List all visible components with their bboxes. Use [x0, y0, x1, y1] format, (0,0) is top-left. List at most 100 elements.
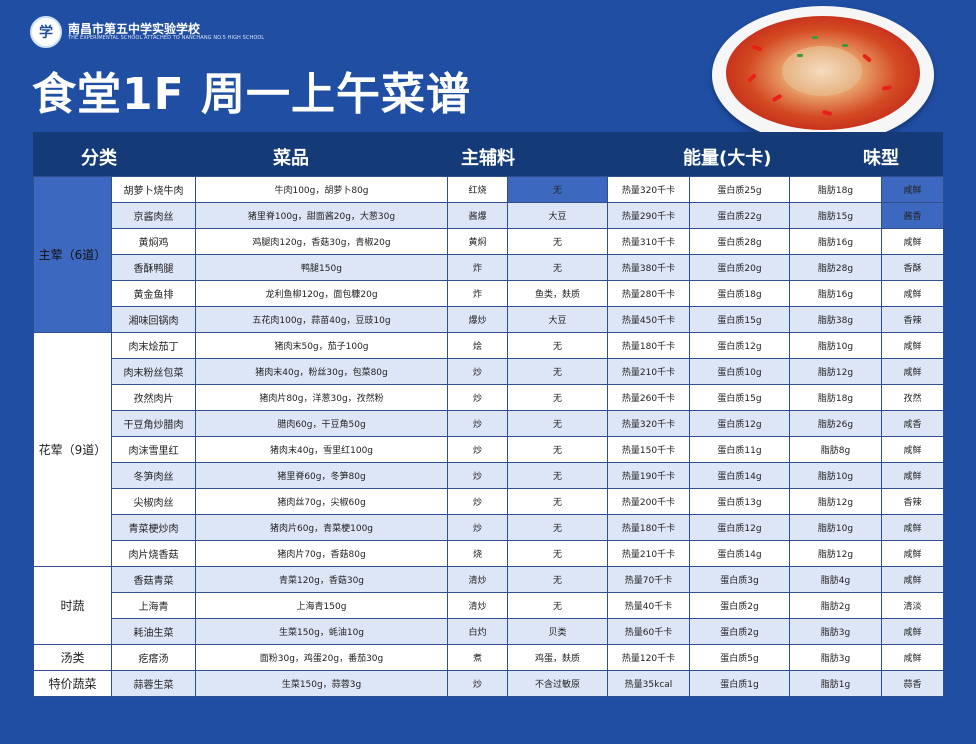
taste: 蒜香	[881, 670, 944, 697]
table-row: 肉末粉丝包菜 猪肉末40g，粉丝30g，包菜80g 炒无热量210千卡 蛋白质10g 脂…	[34, 358, 944, 385]
method: 红烧	[447, 176, 508, 203]
table-row: 主荤（6道） 胡萝卜烧牛肉 牛肉100g，胡萝卜80g 红烧无热量320千卡 蛋白质25…	[33, 176, 944, 333]
ingredients: 牛肉100g，胡萝卜80g	[195, 176, 448, 203]
energy: 热量120千卡	[607, 644, 690, 671]
table-row: 汤类 疙瘩汤 面粉30g，鸡蛋20g，番茄30g 煮鸡蛋，麸质 热量120千卡 蛋白质5g…	[33, 644, 944, 671]
method: 烧	[447, 540, 508, 567]
category-main: 主荤（6道）	[33, 176, 112, 333]
energy: 热量260千卡	[607, 384, 690, 411]
taste: 咸鲜	[881, 436, 944, 463]
allergens: 无	[507, 228, 608, 255]
ingredients: 猪肉片60g，青菜梗100g	[195, 514, 448, 541]
allergens: 无	[507, 566, 608, 593]
table-row: 青菜梗炒肉 猪肉片60g，青菜梗100g 炒无热量180千卡 蛋白质12g 脂肪10g 咸…	[34, 514, 944, 541]
ingredients: 青菜120g，香菇30g	[195, 566, 448, 593]
taste: 香酥	[881, 254, 944, 281]
allergens: 无	[507, 176, 608, 203]
table-row: 时蔬 香菇青菜 青菜120g，香菇30g 清炒无热量70千卡 蛋白质3g 脂肪4g 咸鲜	[33, 566, 944, 645]
ingredients: 腊肉60g，干豆角50g	[195, 410, 448, 437]
protein: 蛋白质2g	[689, 592, 790, 619]
energy: 热量180千卡	[607, 514, 690, 541]
school-emblem-icon: 学	[30, 16, 62, 48]
allergens: 无	[507, 462, 608, 489]
header-category: 分类	[81, 148, 117, 169]
protein: 蛋白质25g	[689, 176, 790, 203]
dish-name: 肉沫雪里红	[111, 436, 196, 463]
allergens: 无	[507, 488, 608, 515]
dish-name: 肉片烧香菇	[111, 540, 196, 567]
protein: 蛋白质15g	[689, 384, 790, 411]
energy: 热量40千卡	[607, 592, 690, 619]
allergens: 贝类	[507, 618, 608, 645]
method: 炒	[447, 384, 508, 411]
allergens: 鸡蛋，麸质	[507, 644, 608, 671]
method: 炒	[447, 358, 508, 385]
energy: 热量320千卡	[607, 410, 690, 437]
method: 白灼	[447, 618, 508, 645]
table-row: 肉片烧香菇 猪肉片70g，香菇80g 烧无热量210千卡 蛋白质14g 脂肪12g 咸鲜	[34, 540, 944, 567]
table-row: 冬笋肉丝 猪里脊60g，冬笋80g 炒无热量190千卡 蛋白质14g 脂肪10g 咸鲜	[34, 462, 944, 489]
allergens: 不含过敏原	[507, 670, 608, 697]
fat: 脂肪3g	[789, 618, 882, 645]
dish-name: 青菜梗炒肉	[111, 514, 196, 541]
ingredients: 猪肉末40g，雪里红100g	[195, 436, 448, 463]
taste: 咸鲜	[881, 540, 944, 567]
energy: 热量280千卡	[607, 280, 690, 307]
taste: 咸鲜	[881, 332, 944, 359]
page-title: 食堂1F 周一上午菜谱	[32, 69, 471, 120]
dish-name: 香酥鸭腿	[111, 254, 196, 281]
ingredients: 生菜150g，蚝油10g	[195, 618, 448, 645]
table-row: 特价蔬菜 蒜蓉生菜 生菜150g，蒜蓉3g 炒不含过敏原 热量35kcal 蛋白质1g 脂肪…	[33, 670, 944, 697]
dish-name: 疙瘩汤	[111, 644, 196, 671]
method: 炒	[447, 670, 508, 697]
method: 炒	[447, 410, 508, 437]
dish-photo	[712, 6, 934, 144]
table-row: 花荤（9道） 肉末烩茄丁 猪肉末50g，茄子100g 烩无热量180千卡 蛋白质12g 脂…	[33, 332, 944, 567]
method: 炸	[447, 280, 508, 307]
energy: 热量70千卡	[607, 566, 690, 593]
protein: 蛋白质14g	[689, 462, 790, 489]
table-row: 湘味回锅肉 五花肉100g，蒜苗40g，豆豉10g 爆炒 大豆 热量450千卡 蛋白质15…	[34, 306, 944, 333]
allergens: 无	[507, 410, 608, 437]
energy: 热量60千卡	[607, 618, 690, 645]
fat: 脂肪16g	[789, 228, 882, 255]
taste: 清淡	[881, 592, 944, 619]
taste: 香辣	[881, 306, 944, 333]
fat: 脂肪28g	[789, 254, 882, 281]
fat: 脂肪3g	[789, 644, 882, 671]
energy: 热量150千卡	[607, 436, 690, 463]
protein: 蛋白质15g	[689, 306, 790, 333]
table-row: 黄焖鸡 鸡腿肉120g，香菇30g，青椒20g 黄焖无热量310千卡 蛋白质28g 脂肪…	[34, 228, 944, 255]
energy: 热量210千卡	[607, 540, 690, 567]
table-row: 耗油生菜 生菜150g，蚝油10g 白灼 贝类 热量60千卡 蛋白质2g 脂肪3g 咸鲜	[34, 618, 944, 645]
school-name-en: THE EXPERIMENTAL SCHOOL ATTACHED TO NANC…	[68, 34, 265, 41]
protein: 蛋白质11g	[689, 436, 790, 463]
taste: 香辣	[881, 488, 944, 515]
ingredients: 猪肉末50g，茄子100g	[195, 332, 448, 359]
header-dish: 菜品	[273, 148, 309, 169]
category-soup: 汤类	[33, 644, 112, 671]
protein: 蛋白质12g	[689, 514, 790, 541]
taste: 咸鲜	[881, 228, 944, 255]
ingredients: 猪肉片70g，香菇80g	[195, 540, 448, 567]
fat: 脂肪18g	[789, 384, 882, 411]
menu-table: 分类 菜品 主辅料 能量(大卡) 味型 主荤（6道） 胡萝卜烧牛肉 牛肉100g，胡…	[33, 132, 944, 697]
fat: 脂肪10g	[789, 332, 882, 359]
method: 清炒	[447, 566, 508, 593]
energy: 热量35kcal	[607, 670, 690, 697]
taste: 咸香	[881, 410, 944, 437]
allergens: 无	[507, 254, 608, 281]
dish-name: 胡萝卜烧牛肉	[111, 176, 196, 203]
dish-name: 肉末烩茄丁	[111, 332, 196, 359]
header-ingredients: 主辅料	[461, 148, 515, 169]
table-row: 肉沫雪里红 猪肉末40g，雪里红100g 炒无热量150千卡 蛋白质11g 脂肪8g 咸鲜	[34, 436, 944, 463]
header-taste: 味型	[863, 148, 899, 169]
fat: 脂肪18g	[789, 176, 882, 203]
protein: 蛋白质3g	[689, 566, 790, 593]
ingredients: 上海青150g	[195, 592, 448, 619]
allergens: 无	[507, 540, 608, 567]
dish-name: 冬笋肉丝	[111, 462, 196, 489]
dish-name: 孜然肉片	[111, 384, 196, 411]
taste: 孜然	[881, 384, 944, 411]
dish-name: 耗油生菜	[111, 618, 196, 645]
